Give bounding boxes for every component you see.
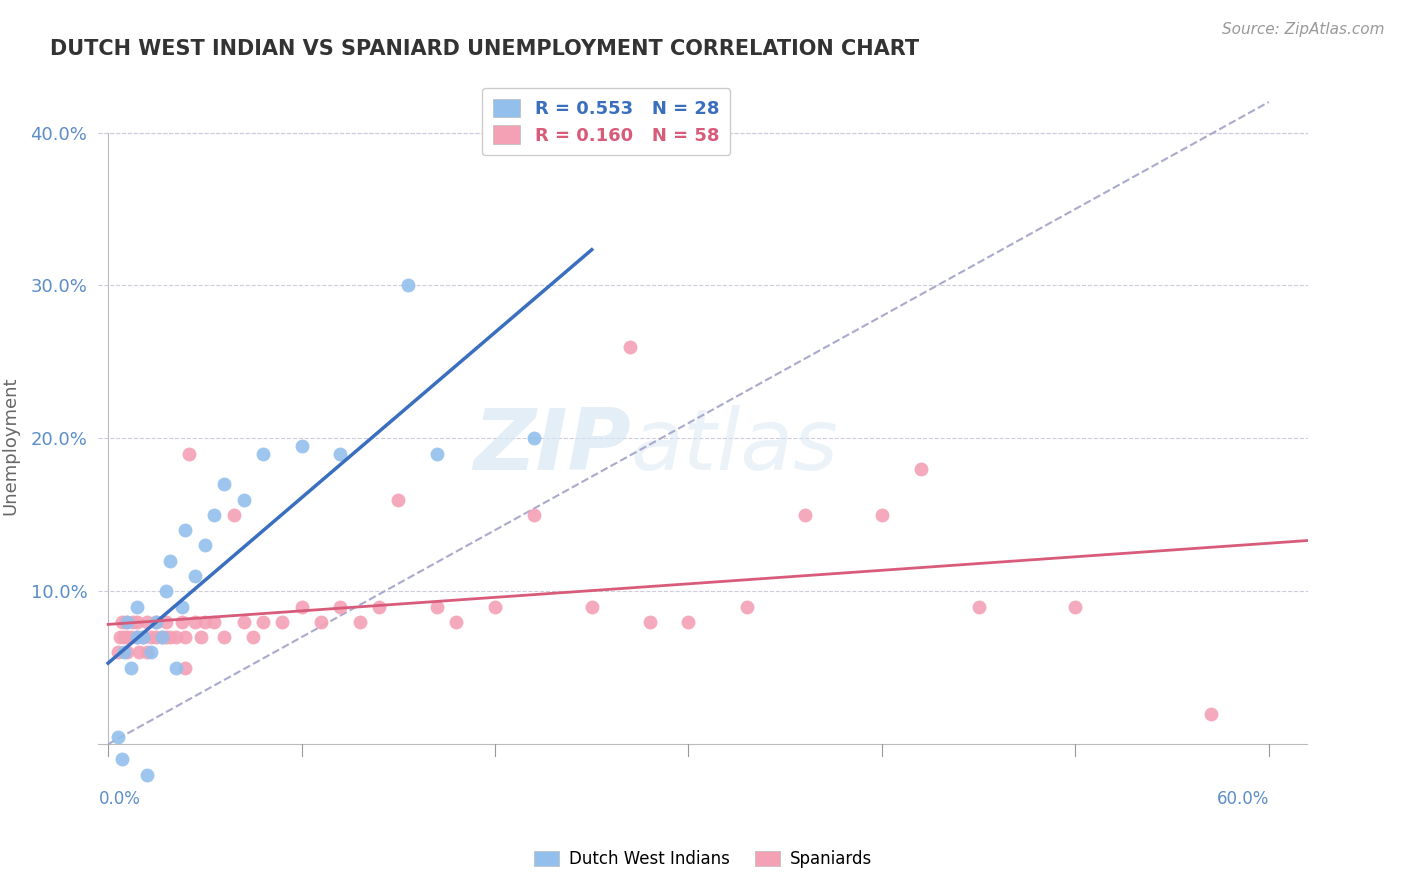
Point xyxy=(329,447,352,461)
Y-axis label: Unemployment: Unemployment xyxy=(1,376,20,516)
Point xyxy=(111,615,134,629)
Point xyxy=(117,615,139,629)
Text: DUTCH WEST INDIAN VS SPANIARD UNEMPLOYMENT CORRELATION CHART: DUTCH WEST INDIAN VS SPANIARD UNEMPLOYME… xyxy=(51,38,920,59)
Point xyxy=(967,599,990,614)
Point xyxy=(132,630,155,644)
Point xyxy=(446,615,468,629)
Point xyxy=(309,615,332,629)
Point xyxy=(179,447,201,461)
Point xyxy=(484,599,506,614)
Text: 0.0%: 0.0% xyxy=(98,790,141,808)
Point xyxy=(368,599,391,614)
Point xyxy=(122,615,145,629)
Point xyxy=(290,439,312,453)
Point xyxy=(112,645,135,659)
Point xyxy=(396,278,419,293)
Point xyxy=(127,615,149,629)
Point xyxy=(117,630,139,644)
Point xyxy=(870,508,893,522)
Point xyxy=(252,615,274,629)
Point xyxy=(212,630,235,644)
Point xyxy=(212,477,235,491)
Point xyxy=(678,615,700,629)
Point xyxy=(112,630,135,644)
Point xyxy=(910,462,932,476)
Legend: Dutch West Indians, Spaniards: Dutch West Indians, Spaniards xyxy=(527,844,879,875)
Point xyxy=(387,492,409,507)
Point xyxy=(145,630,167,644)
Point xyxy=(132,630,155,644)
Point xyxy=(135,768,157,782)
Point xyxy=(174,661,197,675)
Point xyxy=(523,508,546,522)
Text: ZIP: ZIP xyxy=(472,404,630,488)
Point xyxy=(184,615,207,629)
Point xyxy=(127,599,149,614)
Point xyxy=(1064,599,1087,614)
Point xyxy=(120,661,142,675)
Point xyxy=(159,554,181,568)
Point xyxy=(252,447,274,461)
Point xyxy=(329,599,352,614)
Point xyxy=(735,599,758,614)
Point xyxy=(150,630,173,644)
Point xyxy=(145,615,167,629)
Point xyxy=(107,730,129,744)
Point xyxy=(150,630,173,644)
Point xyxy=(426,599,449,614)
Point xyxy=(111,752,134,766)
Point xyxy=(232,615,254,629)
Point xyxy=(114,615,136,629)
Point xyxy=(232,492,254,507)
Point xyxy=(135,645,157,659)
Point xyxy=(581,599,603,614)
Point xyxy=(117,645,139,659)
Point xyxy=(204,615,226,629)
Point xyxy=(120,630,142,644)
Point xyxy=(222,508,245,522)
Text: 60.0%: 60.0% xyxy=(1216,790,1268,808)
Point xyxy=(174,523,197,537)
Point xyxy=(107,645,129,659)
Point xyxy=(194,538,217,552)
Point xyxy=(108,630,131,644)
Point xyxy=(155,615,177,629)
Point xyxy=(184,569,207,583)
Point xyxy=(170,599,193,614)
Point xyxy=(127,630,149,644)
Point xyxy=(271,615,294,629)
Point xyxy=(190,630,212,644)
Point xyxy=(165,630,187,644)
Point xyxy=(127,630,149,644)
Legend: R = 0.553   N = 28, R = 0.160   N = 58: R = 0.553 N = 28, R = 0.160 N = 58 xyxy=(482,88,730,155)
Point xyxy=(194,615,217,629)
Point xyxy=(1199,706,1222,721)
Point xyxy=(174,630,197,644)
Point xyxy=(619,340,641,354)
Point xyxy=(793,508,815,522)
Text: atlas: atlas xyxy=(630,404,838,488)
Point xyxy=(204,508,226,522)
Point xyxy=(290,599,312,614)
Point xyxy=(155,630,177,644)
Point xyxy=(349,615,371,629)
Point xyxy=(145,615,167,629)
Text: Source: ZipAtlas.com: Source: ZipAtlas.com xyxy=(1222,22,1385,37)
Point xyxy=(155,584,177,599)
Point xyxy=(242,630,264,644)
Point xyxy=(165,661,187,675)
Point xyxy=(523,431,546,445)
Point xyxy=(426,447,449,461)
Point xyxy=(139,645,162,659)
Point xyxy=(139,630,162,644)
Point xyxy=(159,630,181,644)
Point xyxy=(135,615,157,629)
Point xyxy=(128,645,150,659)
Point xyxy=(638,615,661,629)
Point xyxy=(170,615,193,629)
